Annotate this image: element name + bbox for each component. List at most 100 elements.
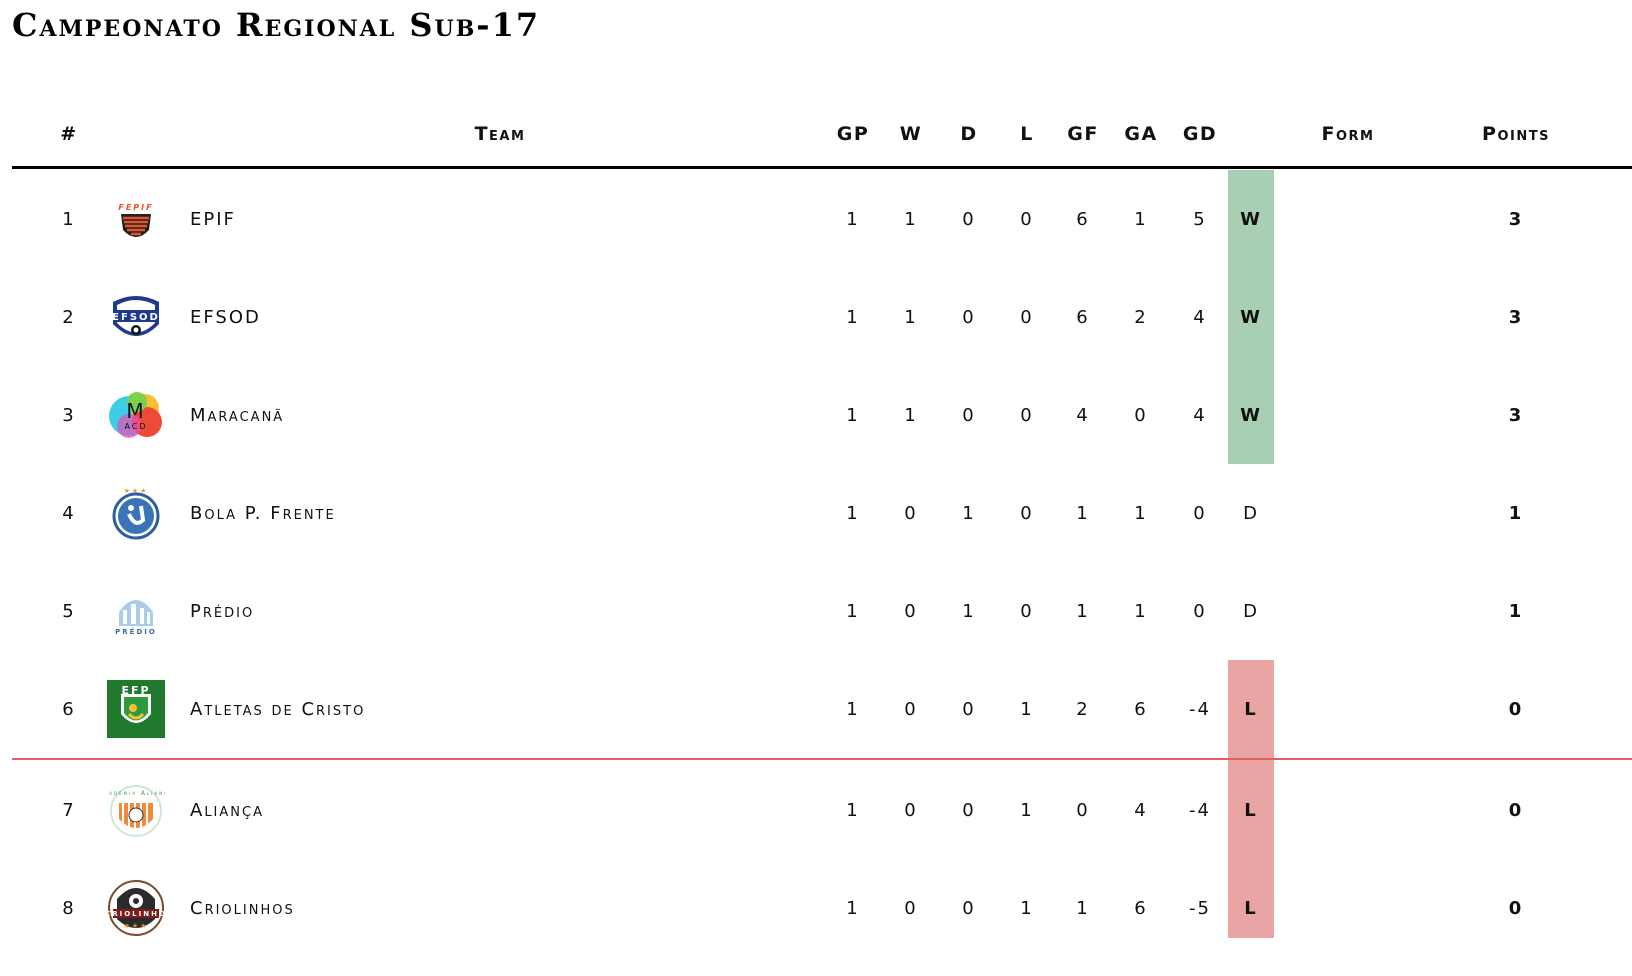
svg-text:CRIOLINHO: CRIOLINHO [107, 910, 165, 918]
team-name: Criolinhos [190, 897, 295, 919]
header-d: D [960, 123, 978, 145]
d-cell: 0 [962, 208, 976, 230]
points-cell: 3 [1508, 404, 1524, 426]
gf-cell: 6 [1076, 208, 1090, 230]
header-l: L [1020, 123, 1034, 145]
d-cell: 0 [962, 698, 976, 720]
gp-cell: 1 [846, 502, 860, 524]
svg-text:ACD: ACD [124, 422, 147, 431]
form-result: L [1244, 897, 1258, 919]
header-points: Points [1482, 123, 1550, 145]
table-row: 1 fepif EPIF 1 1 0 0 6 1 5 W 3 [12, 170, 1632, 268]
header-gp: GP [836, 123, 870, 145]
form-result: W [1240, 404, 1262, 426]
points-cell: 0 [1508, 698, 1524, 720]
header-ga: GA [1124, 123, 1158, 145]
team-name: Aliança [190, 799, 264, 821]
table-row: 6 EFP Atletas de Cristo 1 0 0 1 2 6 -4 L 0 [12, 660, 1632, 758]
w-cell: 0 [904, 600, 918, 622]
ga-cell: 4 [1134, 799, 1148, 821]
atletas-de-cristo-logo: EFP [104, 660, 168, 758]
header-divider [12, 166, 1632, 169]
header-gd: GD [1182, 123, 1218, 145]
d-cell: 0 [962, 404, 976, 426]
gd-cell: -5 [1189, 897, 1211, 919]
w-cell: 1 [904, 404, 918, 426]
relegation-line [12, 758, 1632, 760]
w-cell: 0 [904, 502, 918, 524]
efsod-logo: EFSOD [104, 268, 168, 366]
form-result: L [1244, 799, 1258, 821]
ga-cell: 1 [1134, 600, 1148, 622]
svg-text:Academia Aliança: Academia Aliança [107, 790, 165, 797]
gd-cell: 5 [1193, 208, 1207, 230]
form-result: W [1240, 208, 1262, 230]
form-result: D [1243, 502, 1259, 524]
rank-cell: 7 [62, 799, 76, 821]
gp-cell: 1 [846, 306, 860, 328]
svg-text:EFP: EFP [121, 684, 150, 697]
w-cell: 0 [904, 799, 918, 821]
team-name: Maracanã [190, 404, 285, 426]
gd-cell: -4 [1189, 698, 1211, 720]
bola-p-frente-logo: ★★★ [104, 464, 168, 562]
team-name: EPIF [190, 208, 236, 230]
epif-logo: fepif [104, 170, 168, 268]
gp-cell: 1 [846, 698, 860, 720]
ga-cell: 6 [1134, 698, 1148, 720]
d-cell: 0 [962, 799, 976, 821]
table-row: 2 EFSOD EFSOD 1 1 0 0 6 2 4 W 3 [12, 268, 1632, 366]
svg-text:M: M [126, 399, 145, 423]
d-cell: 1 [962, 600, 976, 622]
table-header: # Team GP W D L GF GA GD Form Points [12, 110, 1632, 158]
table-row: 7 Academia Aliança Aliança 1 0 0 1 0 4 -4 L 0 [12, 761, 1632, 859]
form-result: L [1244, 698, 1258, 720]
gf-cell: 1 [1076, 600, 1090, 622]
svg-text:fepif: fepif [118, 199, 153, 213]
svg-text:EFSOD: EFSOD [112, 312, 160, 323]
table-row: 4 ★★★ Bola P. Frente 1 0 1 0 1 1 0 D 1 [12, 464, 1632, 562]
form-result: W [1240, 306, 1262, 328]
points-cell: 0 [1508, 897, 1524, 919]
ga-cell: 2 [1134, 306, 1148, 328]
header-form: Form [1321, 123, 1375, 145]
criolinhos-logo: CRIOLINHO ★★★ [104, 859, 168, 957]
w-cell: 1 [904, 208, 918, 230]
gp-cell: 1 [846, 208, 860, 230]
l-cell: 1 [1020, 799, 1034, 821]
table-row: 5 PRÉDIO Prédio 1 0 1 0 1 1 0 D 1 [12, 562, 1632, 660]
l-cell: 1 [1020, 897, 1034, 919]
rank-cell: 2 [62, 306, 76, 328]
ga-cell: 1 [1134, 502, 1148, 524]
l-cell: 0 [1020, 600, 1034, 622]
rank-cell: 6 [62, 698, 76, 720]
page-title: Campeonato Regional Sub-17 [12, 6, 541, 44]
alianca-logo: Academia Aliança [104, 761, 168, 859]
gd-cell: 4 [1193, 306, 1207, 328]
header-w: W [899, 123, 923, 145]
gd-cell: -4 [1189, 799, 1211, 821]
d-cell: 0 [962, 306, 976, 328]
predio-logo: PRÉDIO [104, 562, 168, 660]
rank-cell: 4 [62, 502, 76, 524]
d-cell: 0 [962, 897, 976, 919]
points-cell: 3 [1508, 208, 1524, 230]
team-name: Atletas de Cristo [190, 698, 366, 720]
header-gf: GF [1067, 123, 1099, 145]
gf-cell: 1 [1076, 502, 1090, 524]
w-cell: 0 [904, 698, 918, 720]
ga-cell: 1 [1134, 208, 1148, 230]
l-cell: 0 [1020, 208, 1034, 230]
gf-cell: 1 [1076, 897, 1090, 919]
gf-cell: 4 [1076, 404, 1090, 426]
form-loss-band [1228, 660, 1274, 938]
gd-cell: 4 [1193, 404, 1207, 426]
form-result: D [1243, 600, 1259, 622]
gp-cell: 1 [846, 897, 860, 919]
gp-cell: 1 [846, 404, 860, 426]
rank-cell: 1 [62, 208, 76, 230]
l-cell: 0 [1020, 404, 1034, 426]
l-cell: 0 [1020, 306, 1034, 328]
header-rank: # [60, 123, 78, 145]
form-win-band [1228, 170, 1274, 464]
